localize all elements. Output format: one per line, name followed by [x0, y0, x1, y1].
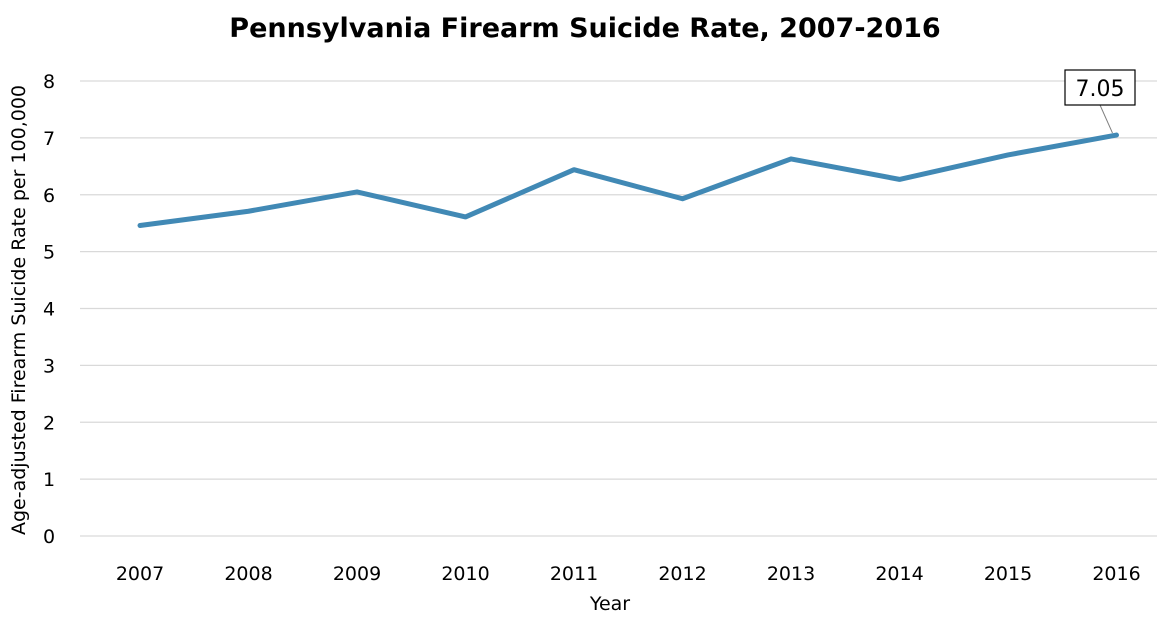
y-tick-label: 3 [43, 355, 55, 377]
x-tick-label: 2013 [767, 563, 815, 585]
annotation-box [1064, 69, 1136, 106]
y-tick-label: 2 [43, 412, 55, 434]
series-line [137, 132, 1119, 228]
y-tick-label: 4 [43, 299, 55, 321]
x-tick-label: 2015 [984, 563, 1032, 585]
x-tick-label: 2010 [441, 563, 489, 585]
annotation-leader-line [1099, 104, 1113, 134]
chart-title: Pennsylvania Firearm Suicide Rate, 2007-… [229, 13, 940, 44]
y-tick-label: 1 [43, 469, 55, 491]
annotation-label: 7.05 [1076, 77, 1125, 102]
x-tick-label: 2008 [224, 563, 272, 585]
y-tick-label: 5 [43, 242, 55, 264]
y-tick-label: 0 [43, 526, 55, 548]
x-tick-label: 2007 [116, 563, 164, 585]
series-layer [137, 132, 1119, 228]
x-tick-label: 2016 [1092, 563, 1140, 585]
y-tick-label: 6 [43, 185, 55, 207]
y-axis-ticks: 0 1 2 3 4 5 6 7 8 [43, 71, 55, 548]
x-tick-label: 2012 [658, 563, 706, 585]
x-tick-label: 2009 [333, 563, 381, 585]
y-tick-label: 8 [43, 71, 55, 93]
x-axis-label: Year [589, 593, 630, 615]
y-tick-label: 7 [43, 128, 55, 150]
y-axis-label: Age-adjusted Firearm Suicide Rate per 10… [8, 85, 30, 535]
annotation: 7.05 [1064, 69, 1136, 134]
x-tick-label: 2014 [875, 563, 923, 585]
x-tick-label: 2011 [550, 563, 598, 585]
x-axis-ticks: 2007 2008 2009 2010 2011 2012 2013 2014 2015 2016 [116, 563, 1141, 585]
gridlines [80, 80, 1157, 537]
